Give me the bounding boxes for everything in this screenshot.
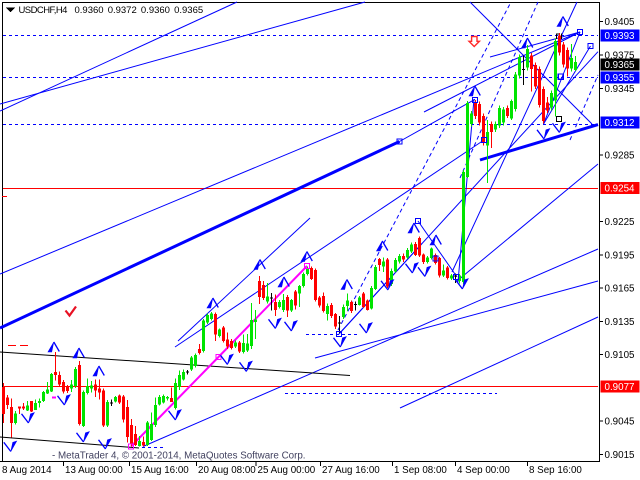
svg-text:0.9254: 0.9254 bbox=[605, 184, 636, 195]
svg-text:0.9195: 0.9195 bbox=[605, 250, 636, 261]
svg-text:0.9045: 0.9045 bbox=[605, 417, 636, 428]
svg-text:0.9165: 0.9165 bbox=[605, 284, 636, 295]
svg-text:27 Aug 16:00: 27 Aug 16:00 bbox=[322, 465, 380, 476]
svg-text:USDCHF,H4: USDCHF,H4 bbox=[19, 5, 68, 16]
svg-text:0.9312: 0.9312 bbox=[605, 118, 635, 129]
svg-text:0.9355: 0.9355 bbox=[605, 73, 636, 84]
svg-text:8 Sep 16:00: 8 Sep 16:00 bbox=[529, 465, 582, 476]
svg-text:25 Aug 00:00: 25 Aug 00:00 bbox=[258, 465, 316, 476]
svg-text:0.9405: 0.9405 bbox=[605, 17, 636, 28]
svg-text:- MetaTrader 4, © 2001-2014, M: - MetaTrader 4, © 2001-2014, MetaQuotes … bbox=[52, 451, 306, 462]
svg-text:0.9365: 0.9365 bbox=[605, 60, 636, 71]
svg-text:0.9285: 0.9285 bbox=[605, 151, 636, 162]
svg-text:0.9375: 0.9375 bbox=[605, 51, 636, 62]
svg-text:15 Aug 16:00: 15 Aug 16:00 bbox=[131, 465, 189, 476]
svg-text:0.9360 0.9372 0.9360 0.9365: 0.9360 0.9372 0.9360 0.9365 bbox=[75, 5, 204, 16]
svg-text:1 Sep 08:00: 1 Sep 08:00 bbox=[394, 465, 447, 476]
svg-text:13 Aug 00:00: 13 Aug 00:00 bbox=[65, 465, 123, 476]
svg-text:8 Aug 2014: 8 Aug 2014 bbox=[2, 465, 52, 476]
svg-text:0.9015: 0.9015 bbox=[605, 450, 636, 461]
svg-text:0.9393: 0.9393 bbox=[605, 31, 636, 42]
svg-text:0.9077: 0.9077 bbox=[605, 382, 635, 393]
svg-text:20 Aug 08:00: 20 Aug 08:00 bbox=[198, 465, 256, 476]
svg-text:0.9135: 0.9135 bbox=[605, 317, 636, 328]
svg-text:4 Sep 00:00: 4 Sep 00:00 bbox=[457, 465, 510, 476]
svg-text:0.9225: 0.9225 bbox=[605, 217, 636, 228]
svg-text:0.9105: 0.9105 bbox=[605, 350, 636, 361]
svg-text:0.9345: 0.9345 bbox=[605, 84, 636, 95]
